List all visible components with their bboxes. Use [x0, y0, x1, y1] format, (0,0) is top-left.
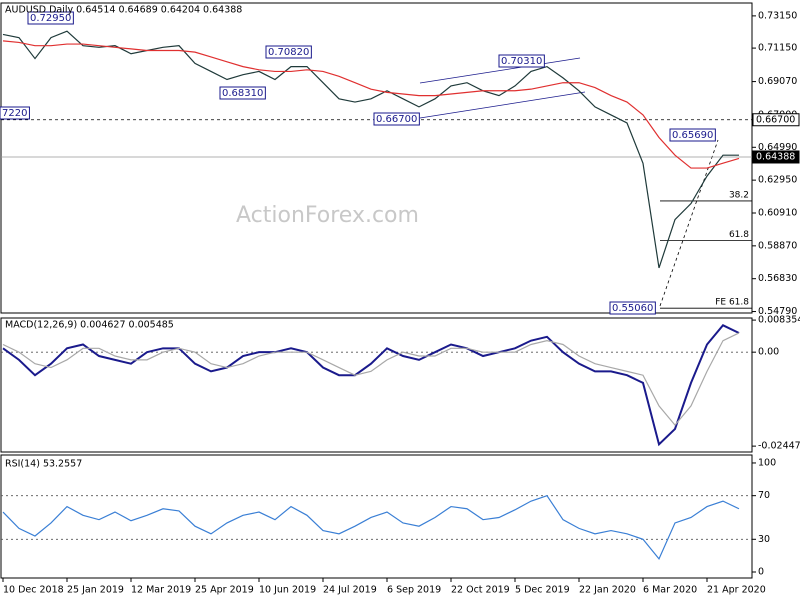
x-tick-label: 22 Oct 2019	[451, 585, 510, 596]
x-tick-label: 10 Dec 2018	[3, 585, 64, 596]
channel-top	[419, 57, 581, 84]
y-tick-label: 100	[758, 457, 776, 468]
annotation-box	[265, 45, 312, 59]
panel-title: RSI(14) 53.2557	[5, 459, 82, 470]
level-box	[752, 113, 800, 127]
x-tick-label: 6 Mar 2020	[643, 585, 697, 596]
y-tick-label: 0.008354	[758, 315, 800, 326]
series-line	[2, 332, 740, 427]
annotation: 7220	[2, 108, 27, 119]
y-tick-label: 0.73150	[758, 10, 797, 21]
annotation: 0.55060	[612, 303, 653, 314]
y-tick-label: 0.54790	[758, 306, 797, 317]
y-tick-label: 0.58870	[758, 240, 797, 251]
y-tick-label: 0.64990	[758, 142, 797, 153]
x-tick-label: 21 Apr 2020	[707, 585, 766, 596]
level-label: 0.66700	[756, 114, 795, 125]
y-tick-label: 30	[758, 534, 770, 545]
annotation-box	[498, 54, 545, 68]
x-tick-label: 5 Dec 2019	[515, 585, 570, 596]
x-tick-label: 25 Apr 2019	[195, 585, 254, 596]
annotation: 0.68310	[222, 88, 263, 99]
series-line	[2, 324, 740, 447]
annotation: 0.65690	[672, 130, 713, 141]
channel-bottom	[419, 91, 586, 119]
watermark: ActionForex.com	[236, 203, 419, 228]
panel-title: MACD(12,26,9) 0.004627 0.005485	[5, 320, 174, 331]
y-tick-label: 0.69070	[758, 76, 797, 87]
annotation: 0.70820	[268, 47, 309, 58]
annotation-box	[609, 301, 656, 315]
series-line	[2, 30, 739, 269]
fib-label: 61.8	[729, 230, 749, 240]
panel-frame	[0, 317, 753, 453]
y-tick-label: 0.00	[758, 347, 779, 358]
fib-label: FE 61.8	[715, 298, 749, 308]
x-tick-label: 24 Jul 2019	[323, 585, 377, 596]
level-label: 0.64388	[756, 151, 795, 162]
panel-frame	[0, 2, 753, 314]
annotation: 0.72950	[30, 13, 71, 24]
fib-label: 38.2	[729, 190, 749, 200]
y-tick-label: -0.02447	[758, 441, 800, 452]
x-tick-label: 10 Jun 2019	[259, 585, 316, 596]
annotation-box	[219, 86, 266, 100]
panel-frame	[0, 454, 753, 579]
x-tick-label: 25 Jan 2019	[67, 585, 124, 596]
x-tick-label: 12 Mar 2019	[131, 585, 191, 596]
x-tick-label: 6 Sep 2019	[387, 585, 441, 596]
series-line	[2, 40, 740, 169]
level-box	[752, 150, 800, 164]
y-tick-label: 0	[758, 567, 764, 578]
annotation-box	[669, 128, 716, 142]
x-tick-label: 22 Jan 2020	[579, 585, 636, 596]
annotation: 0.70310	[501, 56, 542, 67]
annotation: 0.66700	[376, 114, 417, 125]
y-tick-label: 0.60910	[758, 207, 797, 218]
y-tick-label: 0.62950	[758, 175, 797, 186]
annotation-box	[0, 106, 30, 120]
y-tick-label: 0.71150	[758, 43, 797, 54]
annotation-box	[373, 112, 420, 126]
series-line	[2, 494, 740, 561]
y-tick-label: 70	[758, 490, 770, 501]
y-tick-label: 0.56830	[758, 273, 797, 284]
panel-title: AUDUSD Daily 0.64514 0.64689 0.64204 0.6…	[5, 5, 242, 16]
annotation-box	[27, 11, 74, 25]
